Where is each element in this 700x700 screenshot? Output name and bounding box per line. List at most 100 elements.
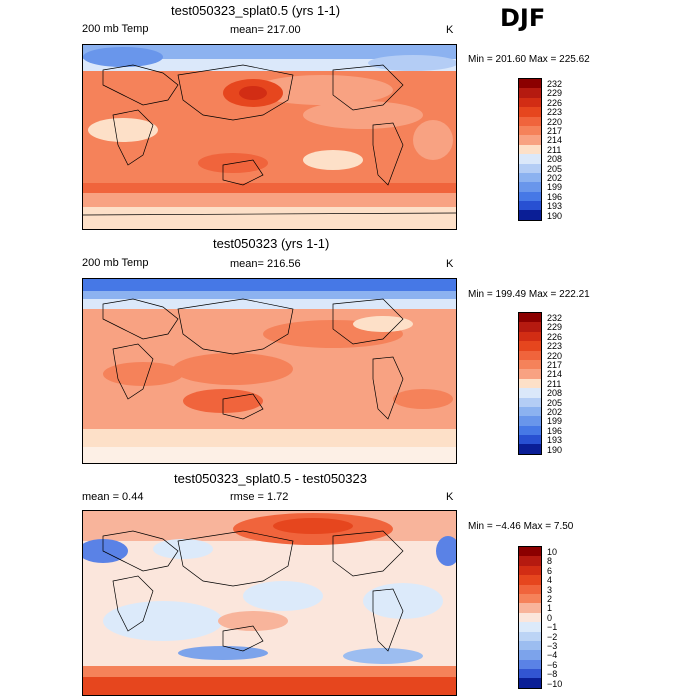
colorbar-swatch	[519, 331, 541, 342]
colorbar-swatch	[519, 97, 541, 108]
colorbar-tick-label: 226	[547, 331, 563, 342]
colorbar-tick-label: 214	[547, 369, 563, 380]
colorbar-tick-label: 190	[547, 210, 563, 221]
colorbar-swatch	[519, 191, 541, 202]
colorbar-tick-label: −3	[547, 641, 558, 651]
panel3-map-svg	[83, 511, 456, 695]
colorbar-swatch	[519, 425, 541, 436]
colorbar-swatch	[519, 603, 541, 613]
panel1-unit: K	[446, 24, 454, 36]
colorbar-swatch	[519, 378, 541, 389]
colorbar-tick-label: 208	[547, 388, 563, 399]
colorbar-swatch	[519, 565, 541, 576]
colorbar-tick-label: −2	[547, 631, 558, 642]
colorbar-swatch	[519, 79, 541, 89]
colorbar-swatch	[519, 172, 541, 183]
panel3-unit: K	[446, 491, 454, 503]
panel3-colorbar	[518, 546, 542, 689]
panel3-map	[82, 510, 457, 696]
panel2-map	[82, 278, 457, 464]
colorbar-tick-label: −8	[547, 669, 558, 680]
colorbar-swatch	[519, 622, 541, 632]
colorbar-tick-label: 3	[547, 584, 553, 595]
colorbar-swatch	[519, 584, 541, 594]
colorbar-swatch	[519, 659, 541, 670]
colorbar-swatch	[519, 575, 541, 585]
colorbar-tick-label: 208	[547, 154, 563, 165]
colorbar-tick-label: 229	[547, 322, 563, 333]
colorbar-tick-label: 202	[547, 173, 563, 183]
colorbar-swatch	[519, 125, 541, 136]
panel3-title: test050323_splat0.5 - test050323	[174, 471, 367, 486]
colorbar-swatch	[519, 116, 541, 126]
colorbar-tick-label: 211	[547, 378, 562, 389]
colorbar-swatch	[519, 135, 541, 145]
panel2-colorbar	[518, 312, 542, 455]
colorbar-swatch	[519, 388, 541, 398]
colorbar-tick-label: 1	[547, 603, 553, 614]
colorbar-swatch	[519, 640, 541, 651]
panel3-mean: mean = 0.44	[82, 491, 144, 503]
colorbar-tick-label: 202	[547, 407, 563, 417]
colorbar-swatch	[519, 369, 541, 379]
colorbar-tick-label: 232	[547, 79, 563, 89]
colorbar-tick-label: 214	[547, 135, 563, 146]
colorbar-swatch	[519, 154, 541, 164]
colorbar-tick-label: 217	[547, 360, 563, 370]
colorbar-tick-label: 8	[547, 556, 553, 567]
colorbar-tick-label: 6	[547, 565, 553, 576]
colorbar-swatch	[519, 397, 541, 407]
panel1-field-label: 200 mb Temp	[82, 23, 149, 35]
colorbar-tick-label: −10	[547, 678, 563, 689]
colorbar-tick-label: 229	[547, 88, 563, 99]
colorbar-tick-label: 4	[547, 575, 553, 586]
panel2-map-svg	[83, 279, 456, 463]
colorbar-tick-label: 205	[547, 397, 563, 408]
season-label: DJF	[500, 4, 546, 32]
colorbar-tick-label: 226	[547, 97, 563, 108]
colorbar-tick-label: −4	[547, 650, 558, 661]
colorbar-swatch	[519, 593, 541, 604]
colorbar-tick-label: −6	[547, 659, 558, 670]
colorbar-swatch	[519, 435, 541, 445]
colorbar-swatch	[519, 416, 541, 426]
colorbar-tick-label: 205	[547, 163, 563, 174]
panel2-minmax: Min = 199.49 Max = 222.21	[468, 289, 590, 300]
panel3-rmse: rmse = 1.72	[230, 491, 289, 503]
colorbar-swatch	[519, 612, 541, 623]
colorbar-swatch	[519, 350, 541, 360]
colorbar-swatch	[519, 144, 541, 155]
colorbar-tick-label: 0	[547, 612, 553, 623]
colorbar-swatch	[519, 678, 541, 688]
colorbar-tick-label: 199	[547, 416, 563, 427]
colorbar-swatch	[519, 201, 541, 211]
colorbar-tick-label: 220	[547, 116, 563, 127]
colorbar-swatch	[519, 322, 541, 332]
colorbar-swatch	[519, 163, 541, 173]
panel1-colorbar	[518, 78, 542, 221]
colorbar-swatch	[519, 341, 541, 351]
panel2-field-label: 200 mb Temp	[82, 257, 149, 269]
colorbar-tick-label: 193	[547, 201, 563, 212]
colorbar-swatch	[519, 650, 541, 660]
panel2-mean: mean= 216.56	[230, 258, 301, 270]
colorbar-tick-label: 193	[547, 435, 563, 446]
panel3-minmax: Min = −4.46 Max = 7.50	[468, 521, 574, 532]
colorbar-swatch	[519, 406, 541, 417]
colorbar-swatch	[519, 210, 541, 220]
panel1-mean: mean= 217.00	[230, 24, 301, 36]
colorbar-tick-label: 2	[547, 594, 553, 604]
colorbar-tick-label: 220	[547, 350, 563, 361]
colorbar-swatch	[519, 313, 541, 323]
colorbar-tick-label: 217	[547, 126, 563, 136]
panel1-map-svg	[83, 45, 456, 229]
colorbar-tick-label: 10	[547, 547, 558, 557]
panel2-unit: K	[446, 258, 454, 270]
colorbar-swatch	[519, 547, 541, 557]
colorbar-swatch	[519, 444, 541, 454]
colorbar-tick-label: 190	[547, 444, 563, 455]
colorbar-tick-label: 196	[547, 191, 563, 202]
panel1-minmax: Min = 201.60 Max = 225.62	[468, 54, 590, 65]
colorbar-swatch	[519, 182, 541, 192]
colorbar-tick-label: −1	[547, 622, 558, 633]
